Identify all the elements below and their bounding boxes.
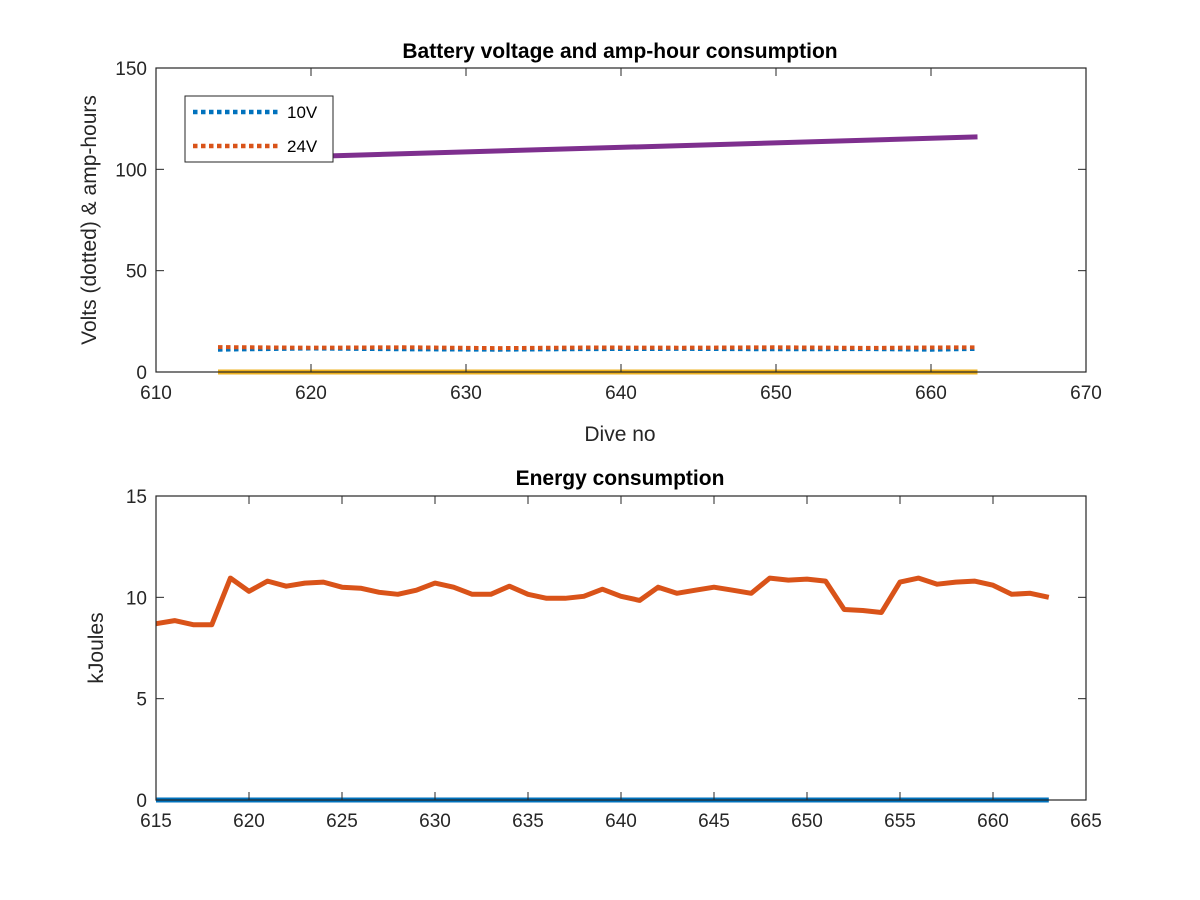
energy-y-tick-label: 5 <box>136 690 147 711</box>
energy-x-tick-label: 625 <box>326 811 358 832</box>
energy-axes: Energy consumption 615 620 625 630 635 640 645… <box>85 467 1102 832</box>
voltage-x-tick-label: 640 <box>605 383 637 404</box>
voltage-x-tick-label: 630 <box>450 383 482 404</box>
voltage-x-tick-label: 610 <box>140 383 172 404</box>
energy-x-tick-label: 655 <box>884 811 916 832</box>
energy-x-tick-label: 645 <box>698 811 730 832</box>
voltage-x-tick-label: 620 <box>295 383 327 404</box>
voltage-x-tick-label: 670 <box>1070 383 1102 404</box>
voltage-legend: 10V 24V <box>184 95 334 163</box>
voltage-y-axis-label: Volts (dotted) & amp-hours <box>78 95 101 345</box>
voltage-chart-title: Battery voltage and amp-hour consumption <box>402 40 837 63</box>
energy-x-tick-label: 615 <box>140 811 172 832</box>
voltage-y-tick-label: 0 <box>136 363 147 384</box>
energy-series-line-1-line <box>155 575 1050 628</box>
energy-y-tick-label: 0 <box>136 791 147 812</box>
voltage-axis-ticks: 610 620 630 640 650 660 670 0 50 100 150 <box>115 59 1102 404</box>
legend-box <box>184 95 334 163</box>
voltage-y-tick-label: 50 <box>126 262 147 283</box>
voltage-x-axis-label: Dive no <box>584 423 655 446</box>
energy-y-tick-label: 15 <box>126 487 147 508</box>
energy-x-tick-label: 660 <box>977 811 1009 832</box>
voltage-series-line-2-line <box>217 134 978 162</box>
energy-axis-ticks: 615 620 625 630 635 640 645 650 655 660 665 0 5 10 15 <box>126 487 1102 832</box>
energy-x-tick-label: 630 <box>419 811 451 832</box>
voltage-axes: Battery voltage and amp-hour consumption… <box>78 40 1102 446</box>
legend-label-24v: 24V <box>287 137 318 156</box>
energy-x-tick-label: 635 <box>512 811 544 832</box>
energy-y-tick-label: 10 <box>126 588 147 609</box>
voltage-y-tick-label: 100 <box>115 160 147 181</box>
energy-x-tick-label: 620 <box>233 811 265 832</box>
energy-x-tick-label: 640 <box>605 811 637 832</box>
voltage-series-24v-line <box>217 345 978 351</box>
voltage-x-tick-label: 650 <box>760 383 792 404</box>
energy-y-axis-label: kJoules <box>85 612 108 683</box>
legend-label-10v: 10V <box>287 103 318 122</box>
voltage-x-tick-label: 660 <box>915 383 947 404</box>
energy-x-tick-label: 650 <box>791 811 823 832</box>
voltage-y-tick-label: 150 <box>115 59 147 80</box>
energy-x-tick-label: 665 <box>1070 811 1102 832</box>
energy-chart-title: Energy consumption <box>516 467 725 490</box>
